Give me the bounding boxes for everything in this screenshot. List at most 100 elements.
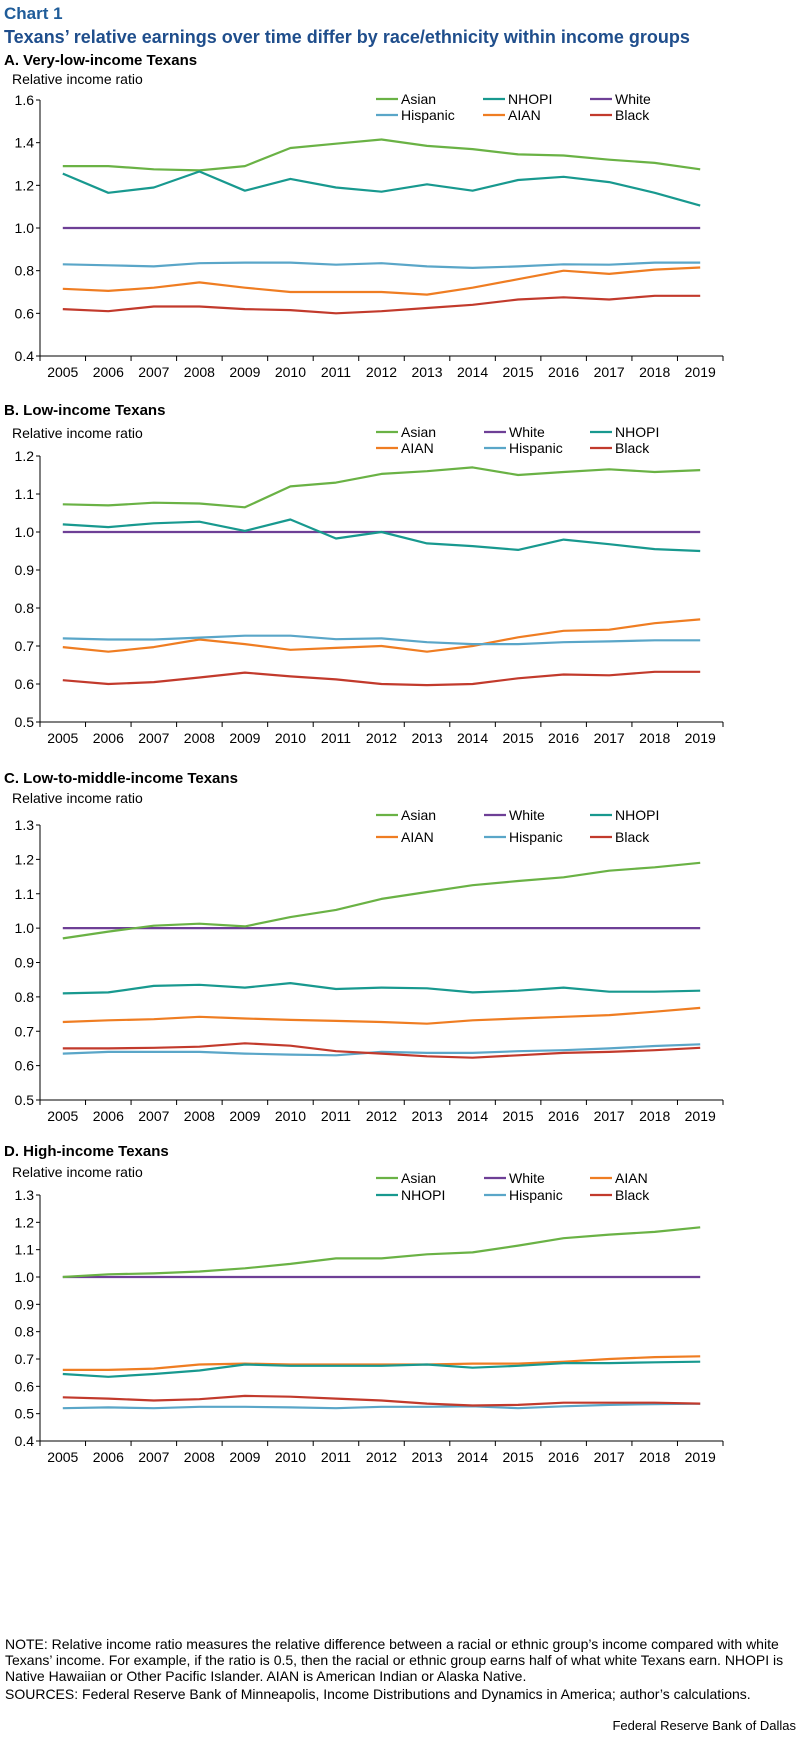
x-tick-label: 2019 <box>685 1449 716 1465</box>
y-tick-label: 0.7 <box>15 1351 35 1367</box>
x-tick-label: 2018 <box>639 730 670 746</box>
legend-label-hispanic: Hispanic <box>509 1187 563 1203</box>
x-tick-label: 2015 <box>503 1449 534 1465</box>
series-line-hispanic <box>62 1402 701 1410</box>
series-line-asian <box>62 1226 701 1279</box>
y-tick-label: 0.4 <box>15 348 35 364</box>
x-tick-label: 2014 <box>457 1449 488 1465</box>
x-tick-label: 2017 <box>594 730 625 746</box>
y-tick-label: 0.9 <box>15 562 35 578</box>
series-line-hispanic <box>62 1043 701 1057</box>
y-tick-label: 0.6 <box>15 676 35 692</box>
x-tick-label: 2016 <box>548 1108 579 1124</box>
x-tick-label: 2018 <box>639 1449 670 1465</box>
x-tick-label: 2011 <box>321 730 351 746</box>
legend-label-white: White <box>509 424 545 440</box>
x-tick-label: 2015 <box>503 364 534 380</box>
y-tick-label: 0.6 <box>15 305 35 321</box>
x-tick-label: 2017 <box>594 364 625 380</box>
legend-label-asian: Asian <box>401 807 436 823</box>
series-line-aian <box>62 1355 701 1371</box>
x-tick-label: 2011 <box>321 364 351 380</box>
legend-label-black: Black <box>615 829 650 845</box>
y-tick-label: 1.3 <box>15 817 35 833</box>
series-line-asian <box>62 466 701 509</box>
y-tick-label: 1.2 <box>15 177 35 193</box>
y-tick-label: 1.1 <box>15 886 35 902</box>
series-line-black <box>62 1042 701 1059</box>
series-line-aian <box>62 618 701 653</box>
y-tick-label: 0.7 <box>15 638 35 654</box>
x-tick-label: 2013 <box>411 364 442 380</box>
x-tick-label: 2018 <box>639 1108 670 1124</box>
y-tick-label: 0.5 <box>15 1092 35 1108</box>
y-tick-label: 1.3 <box>15 1187 35 1203</box>
legend-label-nhopi: NHOPI <box>615 424 659 440</box>
chart-label: Chart 1 <box>4 4 63 23</box>
legend-label-hispanic: Hispanic <box>509 440 563 456</box>
x-tick-label: 2007 <box>138 730 169 746</box>
x-tick-label: 2016 <box>548 364 579 380</box>
chart-d: Relative income ratio 0.4 0.5 0.6 0.7 0.8 0.9 1… <box>12 1164 724 1465</box>
y-tick-label: 1.1 <box>15 486 35 502</box>
x-tick-label: 2015 <box>503 1108 534 1124</box>
y-tick-label: 0.9 <box>15 955 35 971</box>
series-line-nhopi <box>62 170 701 207</box>
x-tick-label: 2005 <box>47 1108 78 1124</box>
sources: SOURCES: Federal Reserve Bank of Minneap… <box>5 1686 751 1702</box>
y-tick-label: 0.8 <box>15 263 35 279</box>
x-tick-label: 2007 <box>138 1108 169 1124</box>
x-tick-label: 2019 <box>685 1108 716 1124</box>
legend-label-asian: Asian <box>401 91 436 107</box>
series-line-hispanic <box>62 634 701 646</box>
chart-b: Relative income ratio 0.5 0.6 0.7 0.8 0.9 1.0 1… <box>12 424 724 746</box>
x-tick-label: 2011 <box>321 1449 351 1465</box>
x-tick-label: 2014 <box>457 1108 488 1124</box>
x-tick-label: 2015 <box>503 730 534 746</box>
y-tick-label: 0.8 <box>15 600 35 616</box>
x-tick-label: 2017 <box>594 1108 625 1124</box>
x-tick-label: 2014 <box>457 730 488 746</box>
x-tick-label: 2012 <box>366 364 397 380</box>
y-tick-label: 0.4 <box>15 1433 35 1449</box>
panel-b-title: B. Low-income Texans <box>4 402 166 419</box>
series-line-black <box>62 670 701 687</box>
x-tick-label: 2009 <box>229 364 260 380</box>
x-tick-label: 2008 <box>184 1449 215 1465</box>
x-tick-label: 2006 <box>93 730 124 746</box>
legend-label-black: Black <box>615 440 650 456</box>
y-tick-label: 1.6 <box>15 92 35 108</box>
x-tick-label: 2017 <box>594 1449 625 1465</box>
series-line-nhopi <box>62 1360 701 1378</box>
legend-label-nhopi: NHOPI <box>615 807 659 823</box>
x-tick-label: 2013 <box>411 1108 442 1124</box>
x-tick-label: 2014 <box>457 364 488 380</box>
x-tick-label: 2012 <box>366 1108 397 1124</box>
x-tick-label: 2013 <box>411 730 442 746</box>
series-line-black <box>62 294 701 315</box>
x-tick-label: 2006 <box>93 1108 124 1124</box>
legend-label-nhopi: NHOPI <box>401 1187 445 1203</box>
legend-label-aian: AIAN <box>401 440 434 456</box>
y-tick-label: 0.7 <box>15 1023 35 1039</box>
y-tick-label: 1.2 <box>15 851 35 867</box>
x-tick-label: 2007 <box>138 364 169 380</box>
series-line-aian <box>62 1006 701 1025</box>
y-tick-label: 1.0 <box>15 524 35 540</box>
x-tick-label: 2013 <box>411 1449 442 1465</box>
y-tick-label: 1.0 <box>15 1269 35 1285</box>
y-tick-label: 0.5 <box>15 1406 35 1422</box>
y-tick-label: 1.2 <box>15 448 35 464</box>
y-axis-label: Relative income ratio <box>12 790 143 806</box>
series-line-asian <box>62 138 701 172</box>
x-tick-label: 2019 <box>685 730 716 746</box>
legend-label-white: White <box>509 807 545 823</box>
y-tick-label: 0.8 <box>15 1324 35 1340</box>
chart-a: Relative income ratio 0.4 0.6 0.8 1.0 1.2 1.4 1… <box>12 71 724 380</box>
credit: Federal Reserve Bank of Dallas <box>612 1718 796 1733</box>
x-tick-label: 2008 <box>184 364 215 380</box>
x-tick-label: 2009 <box>229 730 260 746</box>
legend-label-black: Black <box>615 1187 650 1203</box>
x-tick-label: 2018 <box>639 364 670 380</box>
x-tick-label: 2009 <box>229 1108 260 1124</box>
